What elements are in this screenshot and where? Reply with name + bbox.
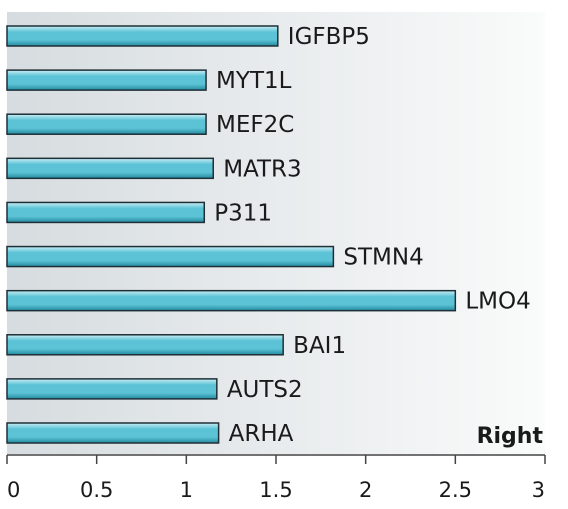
x-axis: 0 0.5 1 1.5 2 2.5 3: [6, 454, 546, 502]
bar-arha: [6, 422, 220, 444]
bar-lmo4: [6, 289, 457, 312]
x-tick-label: 0: [7, 478, 20, 502]
bar-igfbp5: [6, 25, 279, 47]
bar-label-matr3: MATR3: [223, 156, 301, 182]
bar-bai1: [6, 334, 284, 356]
panel-label: Right: [477, 424, 544, 449]
x-tick-label: 3: [532, 478, 545, 502]
x-tick-label: 0.5: [80, 478, 113, 502]
bar-auts2: [6, 378, 218, 400]
bar-myt1l: [6, 69, 207, 91]
bars: IGFBP5 MYT1L MEF2C MATR3 P311 STMN4 LMO4 BAI1 AU…: [6, 24, 531, 447]
bar-stmn4: [6, 245, 335, 268]
bar-label-bai1: BAI1: [293, 333, 346, 359]
x-tick-label: 1.5: [259, 478, 292, 502]
bar-mef2c: [6, 113, 207, 135]
x-tick-label: 1: [180, 478, 193, 502]
bar-label-p311: P311: [214, 200, 272, 226]
bar-label-myt1l: MYT1L: [216, 68, 292, 94]
bar-label-mef2c: MEF2C: [216, 112, 294, 138]
x-tick-label: 2: [359, 478, 372, 502]
bar-label-stmn4: STMN4: [343, 245, 423, 271]
bar-p311: [6, 201, 206, 224]
x-tick-label: 2.5: [439, 478, 472, 502]
bar-matr3: [6, 157, 214, 180]
bar-label-igfbp5: IGFBP5: [288, 24, 370, 50]
bar-label-auts2: AUTS2: [227, 377, 303, 403]
bar-label-lmo4: LMO4: [465, 289, 530, 315]
bar-label-arha: ARHA: [229, 421, 294, 447]
